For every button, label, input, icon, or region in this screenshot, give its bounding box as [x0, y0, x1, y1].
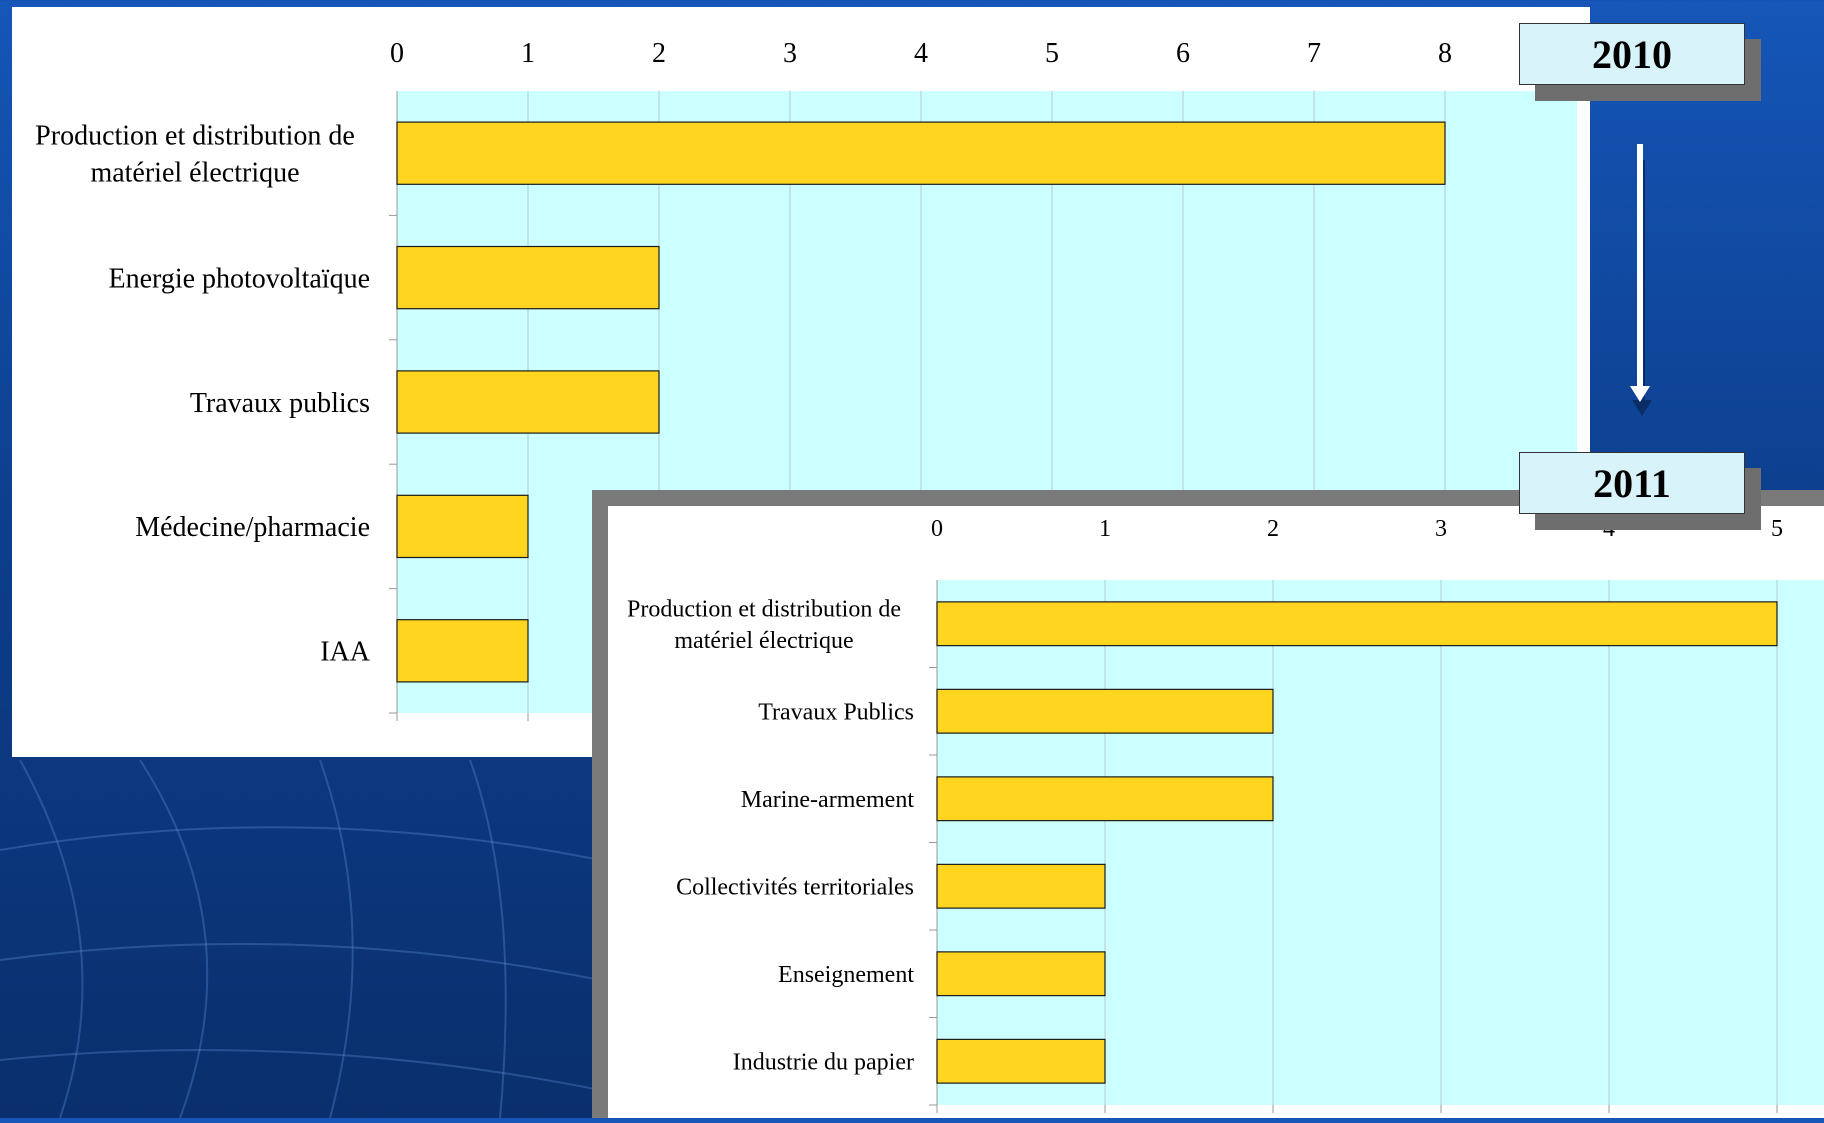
bar — [936, 951, 1106, 997]
category-label: Production et distribution de matériel él… — [627, 596, 901, 654]
category-label: Médecine/pharmacie — [135, 512, 370, 543]
bar — [396, 245, 660, 310]
bar — [936, 863, 1106, 909]
year-label-2010: 2010 — [1519, 23, 1745, 85]
category-label: Industrie du papier — [733, 1050, 914, 1076]
year-label-2011: 2011 — [1519, 452, 1745, 514]
year-badge-2010: 2010 — [1519, 23, 1761, 101]
down-arrow-icon — [1630, 144, 1652, 416]
x-tick-label: 4 — [914, 38, 928, 69]
year-badge-2011: 2011 — [1519, 452, 1761, 530]
bar — [396, 370, 660, 434]
bar — [396, 494, 529, 559]
category-label: Energie photovoltaïque — [108, 263, 370, 294]
x-tick-label: 1 — [521, 38, 535, 69]
x-tick-label: 0 — [390, 38, 404, 69]
plot-area — [937, 580, 1824, 1105]
x-tick-label: 7 — [1307, 38, 1321, 69]
x-tick-label: 3 — [783, 38, 797, 69]
category-label: Collectivités territoriales — [676, 875, 914, 901]
bar — [936, 601, 1778, 647]
bar — [936, 776, 1274, 822]
category-label: Marine-armement — [741, 787, 915, 813]
category-label: Enseignement — [778, 962, 914, 988]
category-label: Production et distribution de matériel él… — [35, 121, 355, 189]
bar — [396, 121, 1446, 185]
x-tick-label: 8 — [1438, 38, 1452, 69]
x-tick-label: 6 — [1176, 38, 1190, 69]
category-label: IAA — [320, 637, 371, 668]
x-tick-label: 2 — [1267, 516, 1279, 542]
bar — [936, 688, 1274, 734]
x-tick-label: 0 — [931, 516, 943, 542]
category-label: Travaux publics — [190, 388, 370, 419]
x-tick-label: 1 — [1099, 516, 1111, 542]
x-tick-label: 5 — [1045, 38, 1059, 69]
x-tick-label: 5 — [1771, 516, 1783, 542]
bar — [396, 619, 529, 683]
x-tick-label: 2 — [652, 38, 666, 69]
category-label: Travaux Publics — [758, 700, 914, 726]
chart-2011: 012345Production et distribution dematér… — [627, 516, 1824, 1113]
bar — [936, 1038, 1106, 1084]
chart-panel-2011: 012345Production et distribution dematér… — [608, 506, 1824, 1118]
x-tick-label: 3 — [1435, 516, 1447, 542]
